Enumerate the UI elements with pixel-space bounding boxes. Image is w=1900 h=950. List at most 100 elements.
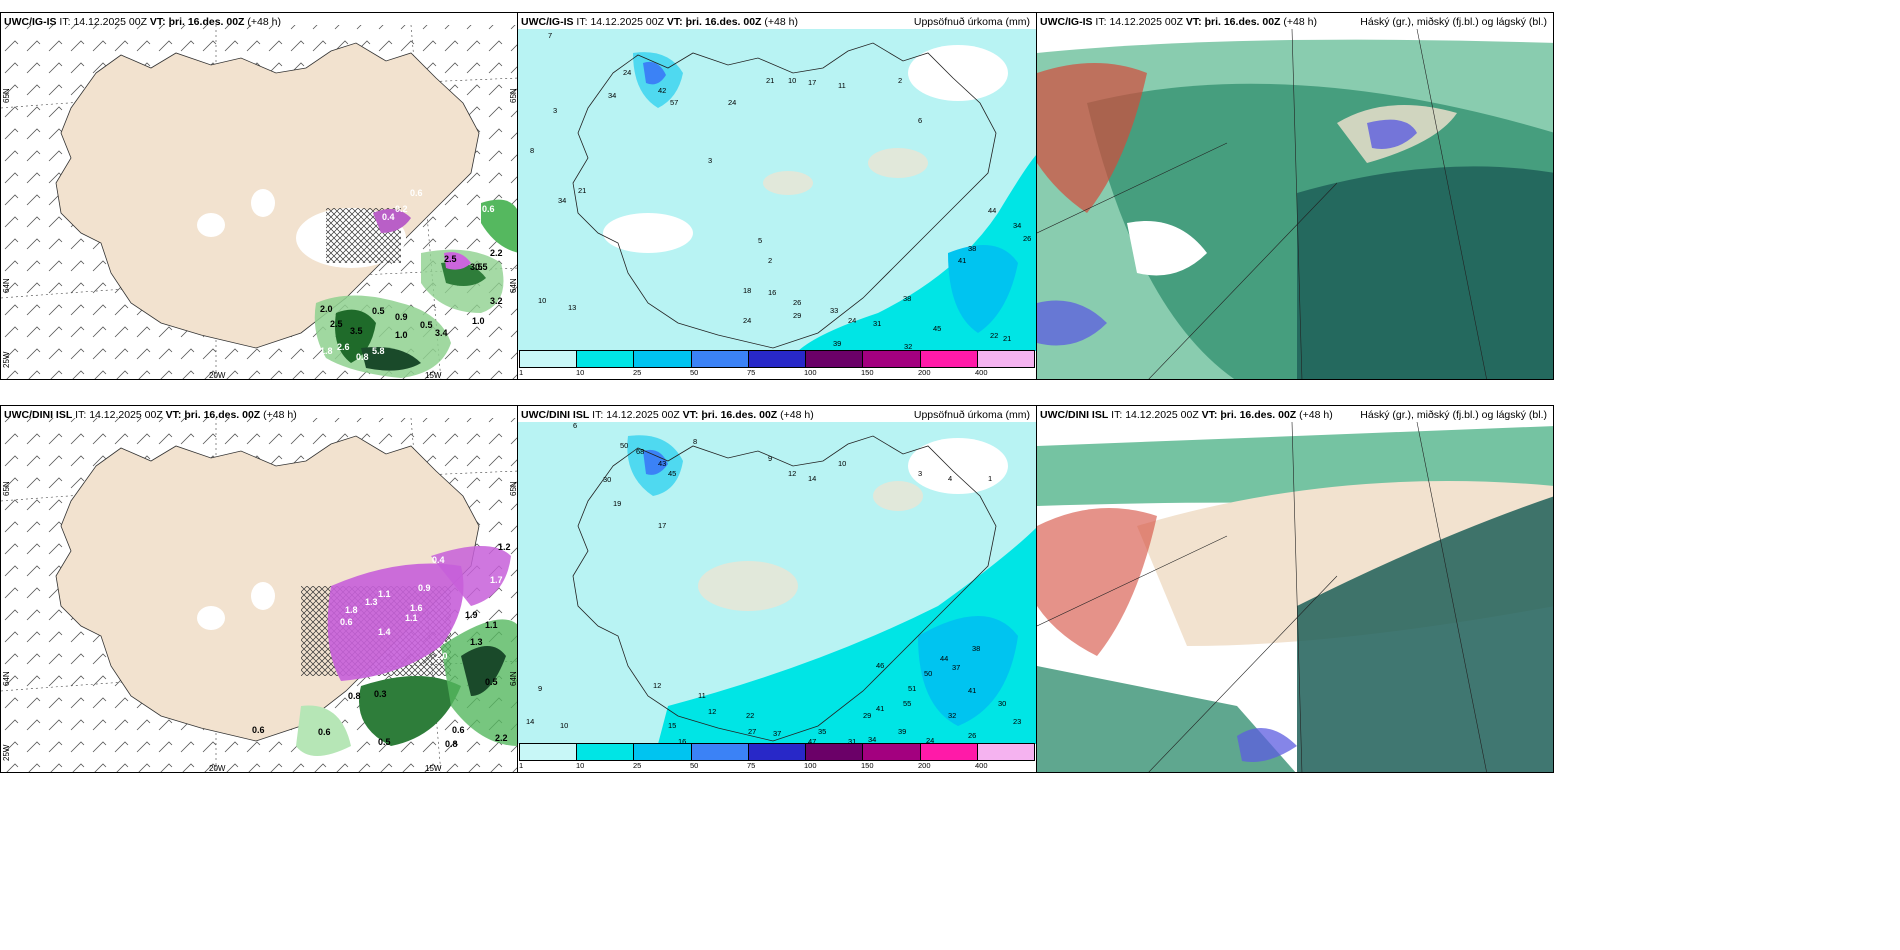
precip-value: 51 bbox=[908, 684, 916, 693]
wind-snow-map-row1[interactable]: UWC/IG-IS IT: 14.12.2025 00Z VT: þri. 16… bbox=[0, 12, 518, 380]
precip-value: 15 bbox=[668, 721, 676, 730]
colorbar-tick: 400 bbox=[975, 368, 988, 377]
colorbar-swatch bbox=[577, 744, 635, 760]
precip-value: 45 bbox=[933, 324, 941, 333]
colorbar-tick: 25 bbox=[633, 761, 642, 770]
snow-value: 0.6 bbox=[410, 188, 423, 198]
snow-value: 0.8 bbox=[348, 691, 361, 701]
snow-value: 0.6 bbox=[318, 727, 331, 737]
precip-value: 21 bbox=[766, 76, 774, 85]
precip-value: 31 bbox=[848, 737, 856, 746]
cloud-map-row2[interactable]: UWC/DINI ISL IT: 14.12.2025 00Z VT: þri.… bbox=[1036, 405, 1554, 773]
lon-label-20w: 20W bbox=[209, 371, 226, 380]
precip-map-svg: 6 8 50 68 43 45 30 19 17 9 12 14 10 3 4 … bbox=[518, 421, 1036, 746]
precip-value: 50 bbox=[620, 441, 628, 450]
snow-value: 0.2 bbox=[395, 204, 408, 214]
precip-value: 3 bbox=[918, 469, 922, 478]
colorbar-swatch bbox=[977, 744, 1034, 760]
precip-value: 35 bbox=[818, 727, 826, 736]
precip-value: 12 bbox=[653, 681, 661, 690]
precip-value: 11 bbox=[838, 81, 846, 90]
snow-value: 2.5 bbox=[330, 319, 343, 329]
colorbar-swatch bbox=[748, 351, 807, 367]
snow-labels-row2: 1.2 0.4 0.9 1.3 1.1 1.8 1.6 1.4 1.1 0.6 … bbox=[0, 405, 518, 773]
lon-label-20w: 20W bbox=[209, 764, 226, 773]
precip-value: 10 bbox=[788, 76, 796, 85]
snow-value: 1.1 bbox=[378, 589, 391, 599]
cloud-title: Háský (gr.), miðský (fj.bl.) og lágský (… bbox=[1360, 409, 1547, 421]
precip-value: 14 bbox=[526, 717, 534, 726]
colorbar-swatch bbox=[748, 744, 807, 760]
snow-labels-row1: 0.4 0.2 0.6 0.6 2.2 3.2 0.5 2.5 3.5 0.5 … bbox=[0, 12, 518, 380]
precip-value: 26 bbox=[793, 298, 801, 307]
snow-value: 0.5 bbox=[420, 320, 433, 330]
cloud-map-svg bbox=[1037, 421, 1553, 772]
precip-value: 9 bbox=[768, 454, 772, 463]
snow-value: 0.8 bbox=[356, 352, 369, 362]
snow-value: 5.8 bbox=[372, 346, 385, 356]
precip-value: 19 bbox=[613, 499, 621, 508]
snow-value: 1.2 bbox=[498, 542, 511, 552]
precip-map-row1[interactable]: UWC/IG-IS IT: 14.12.2025 00Z VT: þri. 16… bbox=[517, 12, 1037, 380]
colorbar-swatch bbox=[691, 351, 749, 367]
precip-value: 24 bbox=[623, 68, 631, 77]
precip-value: 33 bbox=[830, 306, 838, 315]
colorbar-swatch bbox=[634, 351, 692, 367]
precip-value: 34 bbox=[558, 196, 566, 205]
snow-value: 3.2 bbox=[490, 296, 503, 306]
colorbar-swatch bbox=[863, 744, 921, 760]
precip-value: 46 bbox=[876, 661, 884, 670]
snow-value: 3.5 bbox=[470, 262, 483, 272]
precip-value: 11 bbox=[698, 691, 706, 700]
precip-value: 37 bbox=[773, 729, 781, 738]
snow-value: 2.0 bbox=[435, 651, 448, 661]
precip-value: 27 bbox=[748, 727, 756, 736]
precip-value: 13 bbox=[568, 303, 576, 312]
snow-value: 3.4 bbox=[435, 328, 448, 338]
snow-value: 0.5 bbox=[475, 262, 488, 272]
colorbar-tick: 50 bbox=[690, 368, 699, 377]
wind-map-svg bbox=[1, 417, 517, 772]
precip-value: 24 bbox=[848, 316, 856, 325]
colorbar-tick: 150 bbox=[861, 761, 874, 770]
precip-value: 21 bbox=[578, 186, 586, 195]
precip-map-svg: 7 3 8 24 34 42 57 24 21 10 17 11 2 6 3 5… bbox=[518, 29, 1036, 351]
precip-value: 38 bbox=[968, 244, 976, 253]
snow-value: 1.1 bbox=[405, 613, 418, 623]
colorbar-swatch bbox=[634, 744, 692, 760]
cloud-map-svg bbox=[1037, 28, 1553, 379]
precip-value: 24 bbox=[728, 98, 736, 107]
colorbar-swatch bbox=[806, 351, 864, 367]
precip-value: 30 bbox=[998, 699, 1006, 708]
snow-value: 2.2 bbox=[490, 248, 503, 258]
precip-value: 39 bbox=[898, 727, 906, 736]
panel-header: UWC/IG-IS IT: 14.12.2025 00Z VT: þri. 16… bbox=[521, 16, 798, 28]
precip-value: 9 bbox=[538, 684, 542, 693]
snow-value: 0.6 bbox=[252, 725, 265, 735]
precip-value: 17 bbox=[808, 78, 816, 87]
wind-snow-map-row2[interactable]: UWC/DINI ISL IT: 14.12.2025 00Z VT: þri.… bbox=[0, 405, 518, 773]
precip-map-row2[interactable]: UWC/DINI ISL IT: 14.12.2025 00Z VT: þri.… bbox=[517, 405, 1037, 773]
precip-value: 6 bbox=[918, 116, 922, 125]
precip-value: 43 bbox=[658, 459, 666, 468]
precip-value: 26 bbox=[968, 731, 976, 740]
wind-map-svg bbox=[1, 24, 517, 379]
snow-value: 0.5 bbox=[372, 306, 385, 316]
panel-header: UWC/DINI ISL IT: 14.12.2025 00Z VT: þri.… bbox=[1040, 409, 1333, 421]
colorbar-tick: 400 bbox=[975, 761, 988, 770]
snow-value: 2.0 bbox=[320, 304, 333, 314]
precip-value: 16 bbox=[768, 288, 776, 297]
snow-value: 0.4 bbox=[382, 212, 395, 222]
cloud-map-row1[interactable]: UWC/IG-IS IT: 14.12.2025 00Z VT: þri. 16… bbox=[1036, 12, 1554, 380]
colorbar-swatch bbox=[806, 744, 864, 760]
precip-value: 34 bbox=[1013, 221, 1021, 230]
colorbar-tick: 75 bbox=[747, 761, 756, 770]
precip-value: 6 bbox=[573, 421, 577, 430]
lon-label-15w: 15W bbox=[425, 764, 442, 773]
precip-value: 31 bbox=[873, 319, 881, 328]
precip-colorbar: 1 10 25 50 75 100 150 200 400 bbox=[519, 350, 1035, 378]
precip-value: 32 bbox=[948, 711, 956, 720]
colorbar-tick: 10 bbox=[576, 761, 585, 770]
colorbar-swatch bbox=[920, 744, 978, 760]
precip-value: 41 bbox=[968, 686, 976, 695]
